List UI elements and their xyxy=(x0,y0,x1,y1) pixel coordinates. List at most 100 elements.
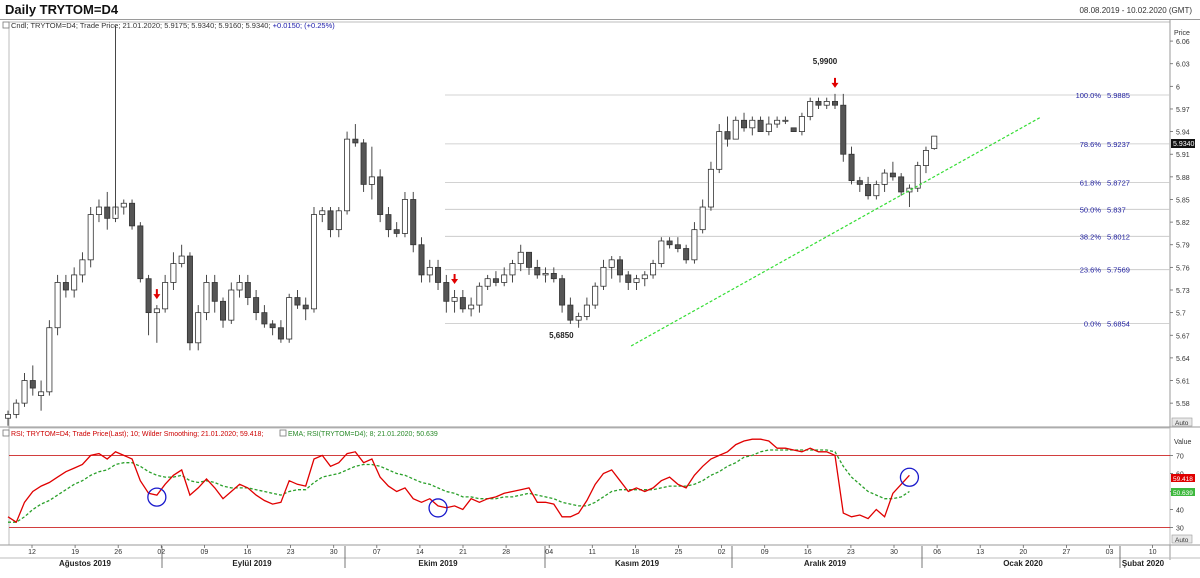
price-tick-label: 6 xyxy=(1176,84,1180,91)
candle-body xyxy=(410,199,417,246)
date-range: 08.08.2019 - 10.02.2020 (GMT) xyxy=(1079,6,1192,15)
fibonacci-retracement: 100.0% 5.9885 78.6% 5.9237 61.8% 5.8727 50.0% 5… xyxy=(445,91,1170,329)
candle-body xyxy=(567,304,574,321)
price-tick-label: 5.58 xyxy=(1176,401,1190,408)
arrow-head xyxy=(831,82,839,88)
price-legend-values: Cndl; TRYTOM=D4; Trade Price; 21.01.2020… xyxy=(11,21,273,30)
candle-body xyxy=(426,266,433,276)
chart-canvas[interactable]: Cndl; TRYTOM=D4; Trade Price; 21.01.2020… xyxy=(0,20,1200,578)
candle-body xyxy=(774,119,781,125)
fib-level-percent: 61.8% xyxy=(1080,178,1102,187)
rsi-tick-label: 40 xyxy=(1176,508,1184,515)
price-tick-label: 5.91 xyxy=(1176,152,1190,159)
fib-level-value: 5.837 xyxy=(1107,205,1126,214)
month-label: Ağustos 2019 xyxy=(59,559,112,568)
price-tick-label: 5.88 xyxy=(1176,175,1190,182)
candle-body xyxy=(881,172,888,185)
candle-body xyxy=(459,297,466,310)
candle-body xyxy=(832,101,839,106)
candle-body xyxy=(616,259,623,276)
price-auto-label: Auto xyxy=(1175,420,1189,427)
price-auto-button[interactable] xyxy=(1171,417,1193,427)
candle-body xyxy=(228,289,235,321)
candle-body xyxy=(749,119,756,129)
candle-body xyxy=(476,285,483,306)
candle-body xyxy=(162,282,169,310)
candle-body xyxy=(443,282,450,302)
candle-body xyxy=(575,315,582,321)
candle-body xyxy=(418,244,425,276)
candle-body xyxy=(468,304,475,310)
day-tick-label: 03 xyxy=(1106,549,1114,556)
price-legend-text: Cndl; TRYTOM=D4; Trade Price; 21.01.2020… xyxy=(11,21,335,30)
candle-body xyxy=(840,104,847,155)
month-label: Ocak 2020 xyxy=(1003,559,1043,568)
ema-legend-checkbox[interactable] xyxy=(279,429,287,437)
candle-body xyxy=(13,402,20,415)
candle-body xyxy=(186,255,193,344)
fib-level-value: 5.9237 xyxy=(1107,140,1130,149)
price-tick-label: 5.73 xyxy=(1176,288,1190,295)
candle-body xyxy=(798,116,805,132)
candle-body xyxy=(757,119,764,132)
candle-body xyxy=(699,206,706,231)
candle-body xyxy=(765,123,772,133)
price-tick-label: 5.76 xyxy=(1176,265,1190,272)
candle-body xyxy=(244,282,251,298)
rsi-auto-button[interactable] xyxy=(1171,534,1193,544)
candle-body xyxy=(509,263,516,276)
rsi-tick-label: 30 xyxy=(1176,526,1184,533)
rsi-legend-checkbox[interactable] xyxy=(2,429,10,437)
legend-checkbox[interactable] xyxy=(2,21,10,29)
fib-level-value: 5.8012 xyxy=(1107,232,1130,241)
day-tick-label: 25 xyxy=(675,549,683,556)
price-legend: Cndl; TRYTOM=D4; Trade Price; 21.01.2020… xyxy=(2,21,335,30)
price-tick-label: 5.85 xyxy=(1176,197,1190,204)
candle-body xyxy=(253,297,260,314)
last-price-label: 5.9340 xyxy=(1173,141,1195,148)
candle-body xyxy=(377,176,384,215)
candle-body xyxy=(790,127,797,133)
candle-body xyxy=(62,282,69,291)
candle-body xyxy=(716,131,723,170)
candle-body xyxy=(534,266,541,276)
candle-body xyxy=(707,168,714,208)
candle-body xyxy=(931,135,938,149)
candle-body xyxy=(501,274,508,283)
candle-body xyxy=(732,119,739,140)
candle-body xyxy=(583,304,590,317)
fib-level-percent: 100.0% xyxy=(1076,91,1102,100)
low-annotation: 5,6850 xyxy=(549,331,574,340)
candle-body xyxy=(898,176,905,193)
signal-arrows xyxy=(153,77,839,300)
candle-body xyxy=(153,308,160,314)
day-tick-label: 19 xyxy=(71,549,79,556)
day-tick-label: 09 xyxy=(761,549,769,556)
day-tick-label: 28 xyxy=(502,549,510,556)
day-tick-label: 06 xyxy=(933,549,941,556)
candle-body xyxy=(906,187,913,193)
day-tick-label: 23 xyxy=(847,549,855,556)
price-tick-label: 5.61 xyxy=(1176,379,1190,386)
candle-body xyxy=(368,176,375,185)
candle-body xyxy=(451,297,458,302)
candle-body xyxy=(823,101,830,106)
day-tick-label: 26 xyxy=(114,549,122,556)
day-tick-label: 30 xyxy=(330,549,338,556)
day-tick-label: 04 xyxy=(545,549,553,556)
candle-body xyxy=(922,150,929,166)
candle-body xyxy=(815,101,822,106)
candle-body xyxy=(104,206,111,219)
candle-body xyxy=(658,240,665,265)
day-tick-label: 11 xyxy=(589,549,596,556)
candle-body xyxy=(889,172,896,178)
price-tick-label: 5.7 xyxy=(1176,311,1186,318)
price-axis-ticks: 5.58 5.61 5.64 5.67 5.7 5.73 5.76 5.79 5.82 5.85 5… xyxy=(1170,39,1190,408)
price-panel-frame xyxy=(8,21,1171,428)
candle-body xyxy=(807,101,814,117)
candle-body xyxy=(261,312,268,325)
candle-body xyxy=(29,380,36,389)
divergence-circles xyxy=(147,467,920,518)
day-tick-label: 02 xyxy=(157,549,165,556)
candle-body xyxy=(592,285,599,306)
